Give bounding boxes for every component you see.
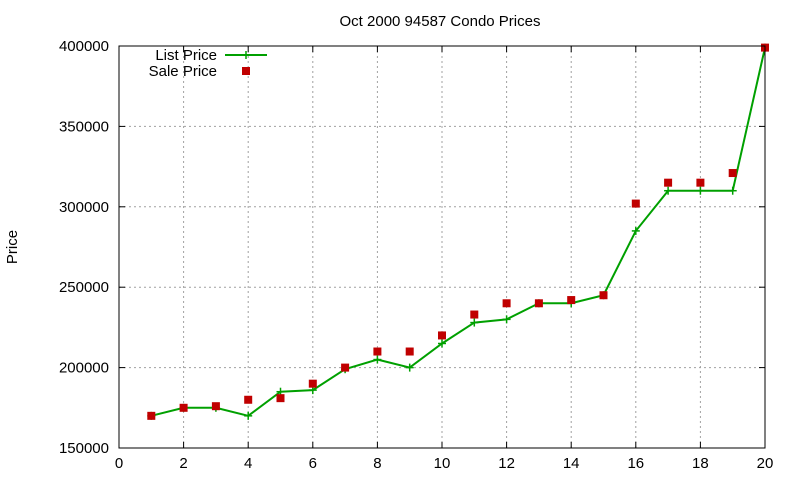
grid-lines (119, 46, 765, 448)
y-tick-label: 400000 (59, 38, 109, 55)
y-tick-label: 150000 (59, 440, 109, 457)
legend-square-marker (242, 67, 250, 75)
sale-price-point (373, 347, 382, 356)
sale-price-point (308, 379, 317, 388)
y-tick-label: 250000 (59, 279, 109, 296)
x-tick-label: 12 (498, 455, 515, 472)
sale-price-point (244, 395, 253, 404)
sale-price-point (664, 178, 673, 187)
list-price-point (373, 355, 382, 364)
sale-price-point (438, 331, 446, 340)
y-tick-label: 200000 (59, 360, 109, 377)
series-list-price (147, 43, 769, 420)
list-price-point (728, 186, 737, 195)
x-tick-label: 0 (115, 455, 123, 472)
list-price-point (470, 318, 479, 327)
axis-ticks: 0 2 4 6 8 10 12 14 16 18 20 150000 200000 250000 30000… (59, 38, 773, 472)
sale-price-point (631, 199, 640, 208)
x-tick-label: 16 (627, 455, 644, 472)
sale-price-point (147, 411, 156, 420)
sale-price-point (470, 310, 479, 319)
list-price-point (244, 411, 253, 420)
y-tick-label: 300000 (59, 199, 109, 216)
list-price-point (502, 315, 511, 324)
legend-plus-marker (242, 51, 250, 59)
y-axis-label: Price (4, 230, 21, 264)
sale-price-point (179, 403, 188, 412)
sale-price-point (567, 296, 576, 305)
sale-price-point (405, 347, 414, 356)
sale-price-point (534, 299, 543, 308)
x-tick-label: 6 (309, 455, 317, 472)
legend-label: Sale Price (149, 63, 217, 80)
x-tick-label: 8 (373, 455, 381, 472)
y-tick-label: 350000 (59, 118, 109, 135)
sale-price-point (211, 402, 220, 411)
list-price-point (664, 186, 673, 195)
chart-title: Oct 2000 94587 Condo Prices (340, 13, 541, 30)
sale-price-point (696, 178, 705, 187)
x-tick-label: 18 (692, 455, 709, 472)
series-sale-price (147, 43, 769, 420)
data-series (147, 43, 769, 420)
list-price-point (438, 339, 446, 348)
x-tick-label: 14 (563, 455, 580, 472)
list-price-point (696, 186, 705, 195)
x-tick-label: 10 (434, 455, 451, 472)
list-price-line (151, 47, 766, 417)
x-tick-label: 2 (179, 455, 187, 472)
sale-price-point (341, 363, 350, 372)
sale-price-point (502, 299, 511, 308)
list-price-point (405, 363, 414, 372)
x-tick-label: 20 (757, 455, 774, 472)
sale-price-point (599, 291, 608, 300)
sale-price-point (728, 169, 737, 178)
plot-frame (118, 45, 766, 449)
x-tick-label: 4 (244, 455, 252, 472)
list-price-point (631, 226, 640, 235)
legend-label: List Price (155, 47, 217, 64)
sale-price-point (276, 394, 285, 403)
